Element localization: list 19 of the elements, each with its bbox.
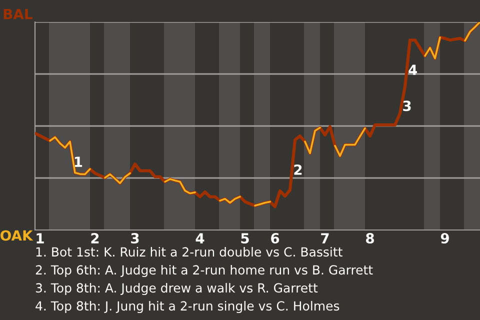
- text: 3. Top 8th: A. Judge drew a walk vs R. Garrett: [36, 282, 318, 296]
- x-tick-label: 5: [241, 233, 249, 244]
- annotation: 2: [294, 164, 302, 175]
- x-tick-label: 3: [131, 233, 139, 244]
- x-tick-label: 9: [440, 233, 449, 244]
- annotation: 1: [74, 156, 82, 167]
- text: OAK: [0, 230, 34, 241]
- text: 4. Top 8th: J. Jung hit a 2-run single vs C. Holmes: [36, 300, 340, 314]
- annotation: 4: [408, 64, 417, 75]
- x-tick-label: 4: [196, 233, 204, 244]
- x-tick-label: 1: [36, 233, 44, 244]
- x-tick-label: 7: [321, 233, 329, 244]
- text: 1. Bot 1st: K. Ruiz hit a 2-run double vs C. Bassitt: [36, 246, 342, 257]
- annotation: 3: [403, 100, 411, 112]
- x-tick-label: 2: [91, 233, 99, 244]
- x-tick-label: 8: [366, 233, 374, 244]
- x-tick-label: 6: [271, 233, 280, 244]
- text: 2. Top 6th: A. Judge hit a 2-run home run vs B. Garrett: [36, 264, 373, 278]
- text: BAL: [4, 8, 32, 20]
